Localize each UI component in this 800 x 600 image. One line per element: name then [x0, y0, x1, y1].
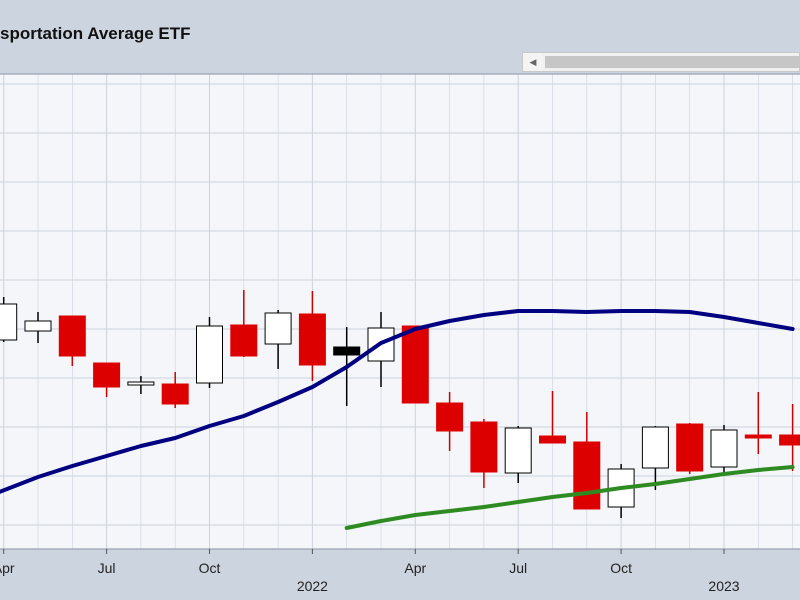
candle	[230, 290, 258, 357]
scroll-thumb[interactable]	[545, 56, 800, 68]
scroll-left-arrow-icon[interactable]: ◀	[523, 53, 543, 71]
candle-body	[264, 312, 292, 345]
candle-body	[573, 441, 601, 510]
grid-lines	[0, 74, 800, 549]
candle	[470, 419, 498, 488]
moving-average-fast-line	[0, 309, 795, 494]
candle	[161, 372, 189, 408]
candle-body	[401, 325, 429, 404]
year-label: 2023	[708, 578, 739, 594]
candle	[710, 425, 738, 475]
chart-scrollbar[interactable]: ◀	[522, 52, 800, 72]
candle-body	[24, 320, 52, 332]
candle	[436, 392, 464, 451]
candle-body	[333, 346, 361, 356]
candle	[24, 312, 52, 343]
candle-body	[470, 421, 498, 473]
candle	[93, 362, 121, 397]
candle-body	[230, 324, 258, 357]
candle-body	[504, 427, 532, 474]
candle-body	[0, 303, 18, 341]
candle-body	[298, 313, 326, 366]
candle	[676, 423, 704, 474]
candle	[401, 325, 429, 404]
candle-body	[58, 315, 86, 357]
x-tick-label: Oct	[610, 560, 632, 576]
x-tick-label: Apr	[0, 560, 15, 576]
candle	[744, 392, 772, 454]
candle-body	[436, 402, 464, 432]
candle	[779, 404, 800, 471]
x-tick-label: Apr	[404, 560, 426, 576]
candle-body	[641, 426, 669, 469]
candle-body	[196, 325, 223, 384]
candle	[539, 391, 566, 444]
candle	[196, 317, 223, 388]
x-tick-label: Jul	[98, 560, 116, 576]
candle	[298, 291, 326, 381]
candle	[641, 426, 669, 490]
chart-title: sportation Average ETF	[0, 24, 191, 43]
candle	[504, 426, 532, 483]
candle-body	[779, 434, 800, 446]
candle	[127, 376, 155, 394]
moving-averages	[0, 309, 795, 530]
candle-body	[710, 429, 738, 468]
candle-body	[127, 381, 155, 386]
candle-body	[161, 383, 189, 405]
candle-body	[676, 423, 704, 472]
year-label: 2022	[297, 578, 328, 594]
candle-body	[744, 434, 772, 439]
candle	[0, 297, 18, 342]
moving-average-slow-line	[344, 465, 795, 530]
candle	[58, 315, 86, 366]
candle-body	[539, 435, 566, 444]
candle-body	[93, 362, 121, 388]
x-tick-label: Jul	[509, 560, 527, 576]
x-tick-label: Oct	[199, 560, 221, 576]
x-axis: AprJulOctAprJulOctApr20222023	[0, 549, 740, 594]
candle	[264, 310, 292, 369]
